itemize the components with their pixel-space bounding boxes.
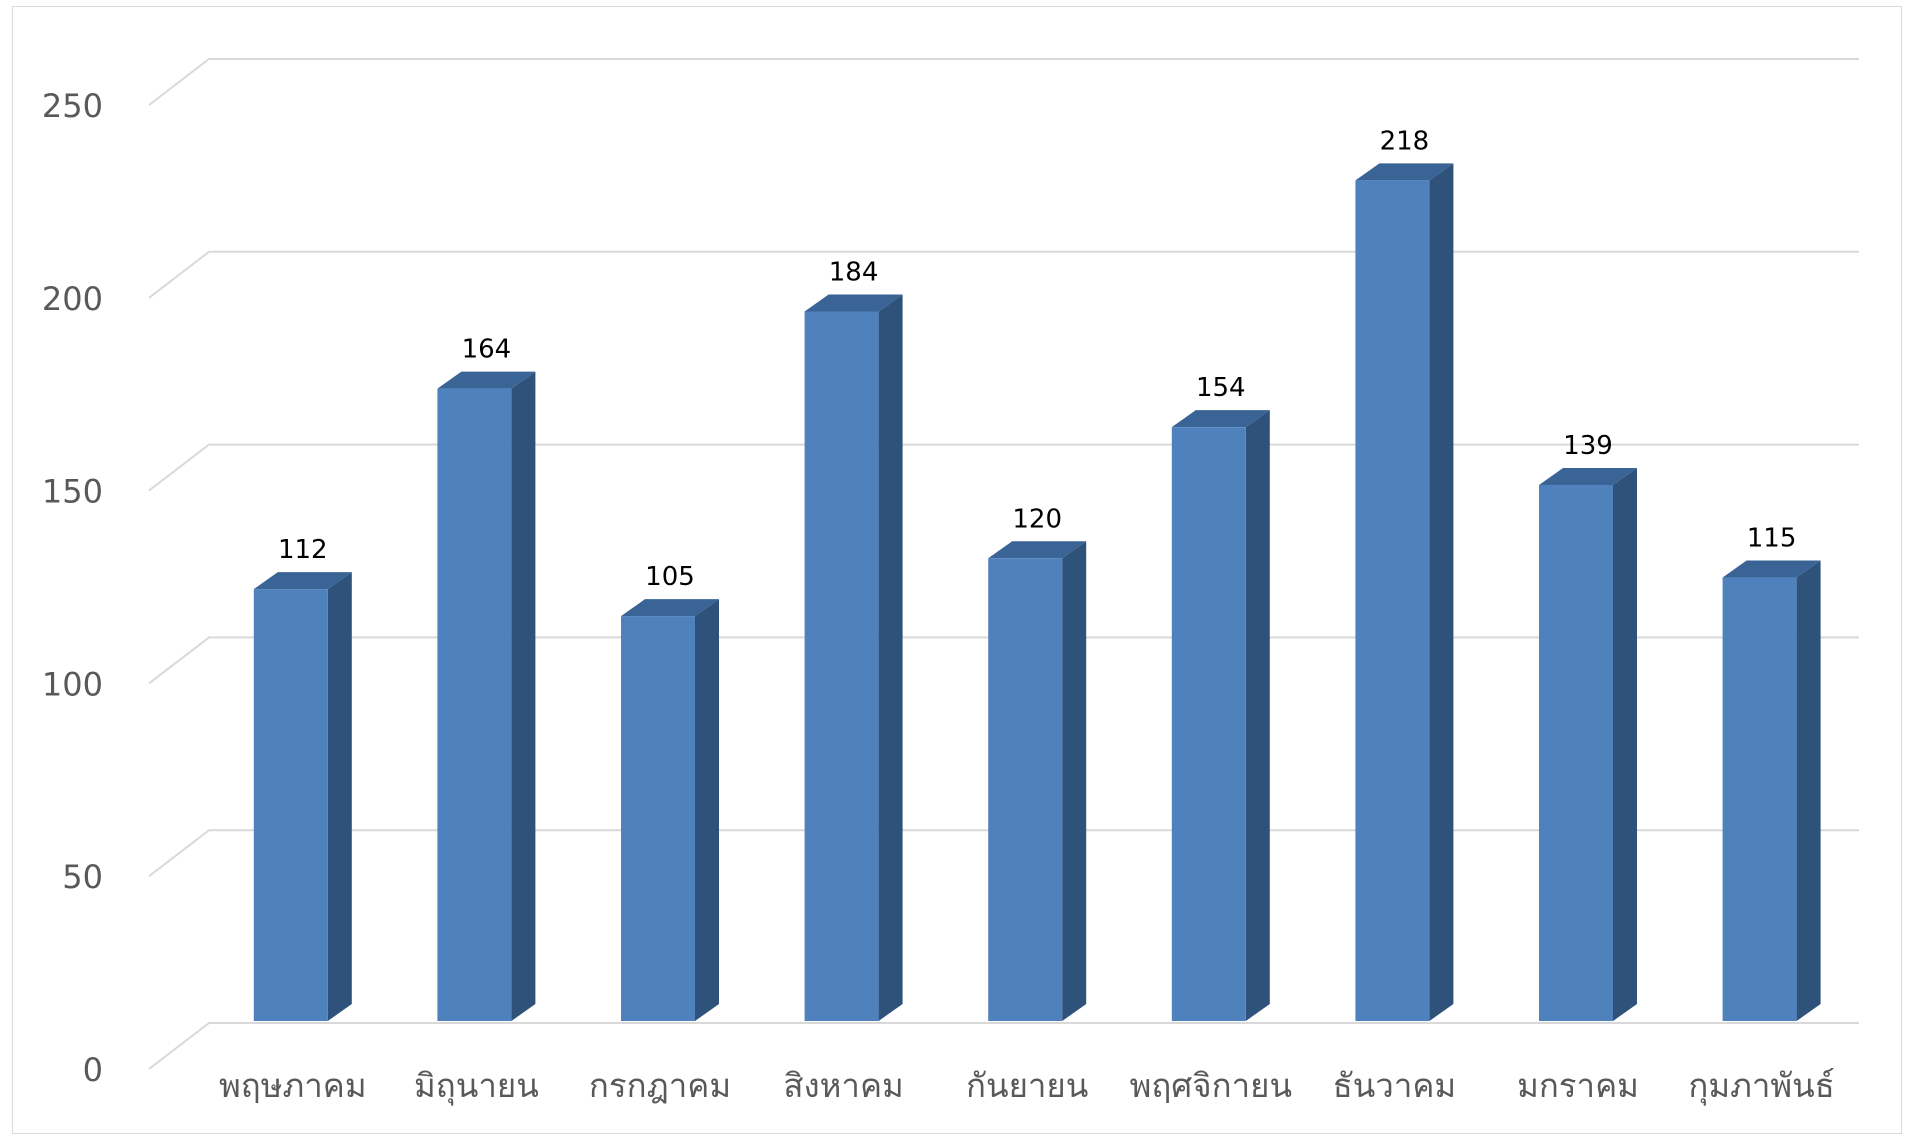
x-category-label: มิถุนายน <box>414 1066 539 1106</box>
gridline <box>148 1022 1859 1070</box>
gridline <box>148 58 1859 106</box>
x-category-label: พฤศจิกายน <box>1130 1066 1292 1105</box>
bar <box>1171 410 1270 1021</box>
x-category-label: กันยายน <box>966 1066 1088 1105</box>
data-label: 105 <box>645 562 695 592</box>
x-category-label: พฤษภาคม <box>219 1066 367 1105</box>
data-label: 139 <box>1563 431 1613 461</box>
chart-frame: 0 50 100 150 200 250 112 164 105 184 120 154 218 139… <box>12 6 1902 1134</box>
y-tick-label: 200 <box>42 280 103 318</box>
y-tick-label: 0 <box>83 1051 103 1089</box>
data-label: 218 <box>1380 126 1430 156</box>
x-category-label: ธันวาคม <box>1333 1066 1457 1105</box>
bar <box>1722 560 1821 1021</box>
gridline <box>148 636 1859 685</box>
bar-chart: 0 50 100 150 200 250 112 164 105 184 120 154 218 139… <box>42 58 1859 1106</box>
gridline <box>148 829 1859 877</box>
data-label: 184 <box>829 257 879 287</box>
bar <box>1539 468 1637 1021</box>
y-tick-label: 150 <box>42 473 103 511</box>
x-category-label: กรกฎาคม <box>589 1066 731 1105</box>
bar <box>988 541 1087 1021</box>
data-labels: 112 164 105 184 120 154 218 139 115 <box>278 126 1796 592</box>
data-label: 112 <box>278 535 328 565</box>
bar <box>621 599 719 1021</box>
bar <box>804 294 903 1022</box>
x-axis-categories: พฤษภาคม มิถุนายน กรกฎาคม สิงหาคม กันยายน พฤศจ… <box>219 1066 1835 1106</box>
y-tick-label: 50 <box>62 858 103 896</box>
y-tick-label: 250 <box>42 87 103 125</box>
gridline <box>148 443 1859 492</box>
y-axis-ticks: 0 50 100 150 200 250 <box>42 87 103 1089</box>
x-category-label: สิงหาคม <box>783 1066 903 1105</box>
bar <box>253 572 352 1021</box>
data-label: 154 <box>1196 373 1246 403</box>
x-category-label: มกราคม <box>1517 1066 1639 1105</box>
x-category-label: กุมภาพันธ์ <box>1688 1066 1834 1106</box>
data-label: 120 <box>1012 504 1062 534</box>
gridline <box>148 250 1859 299</box>
bars <box>253 163 1821 1022</box>
gridlines <box>148 58 1859 1070</box>
data-label: 115 <box>1747 524 1797 554</box>
data-label: 164 <box>462 335 512 365</box>
y-tick-label: 100 <box>42 665 103 703</box>
bar <box>1355 163 1454 1022</box>
bar <box>437 371 536 1022</box>
